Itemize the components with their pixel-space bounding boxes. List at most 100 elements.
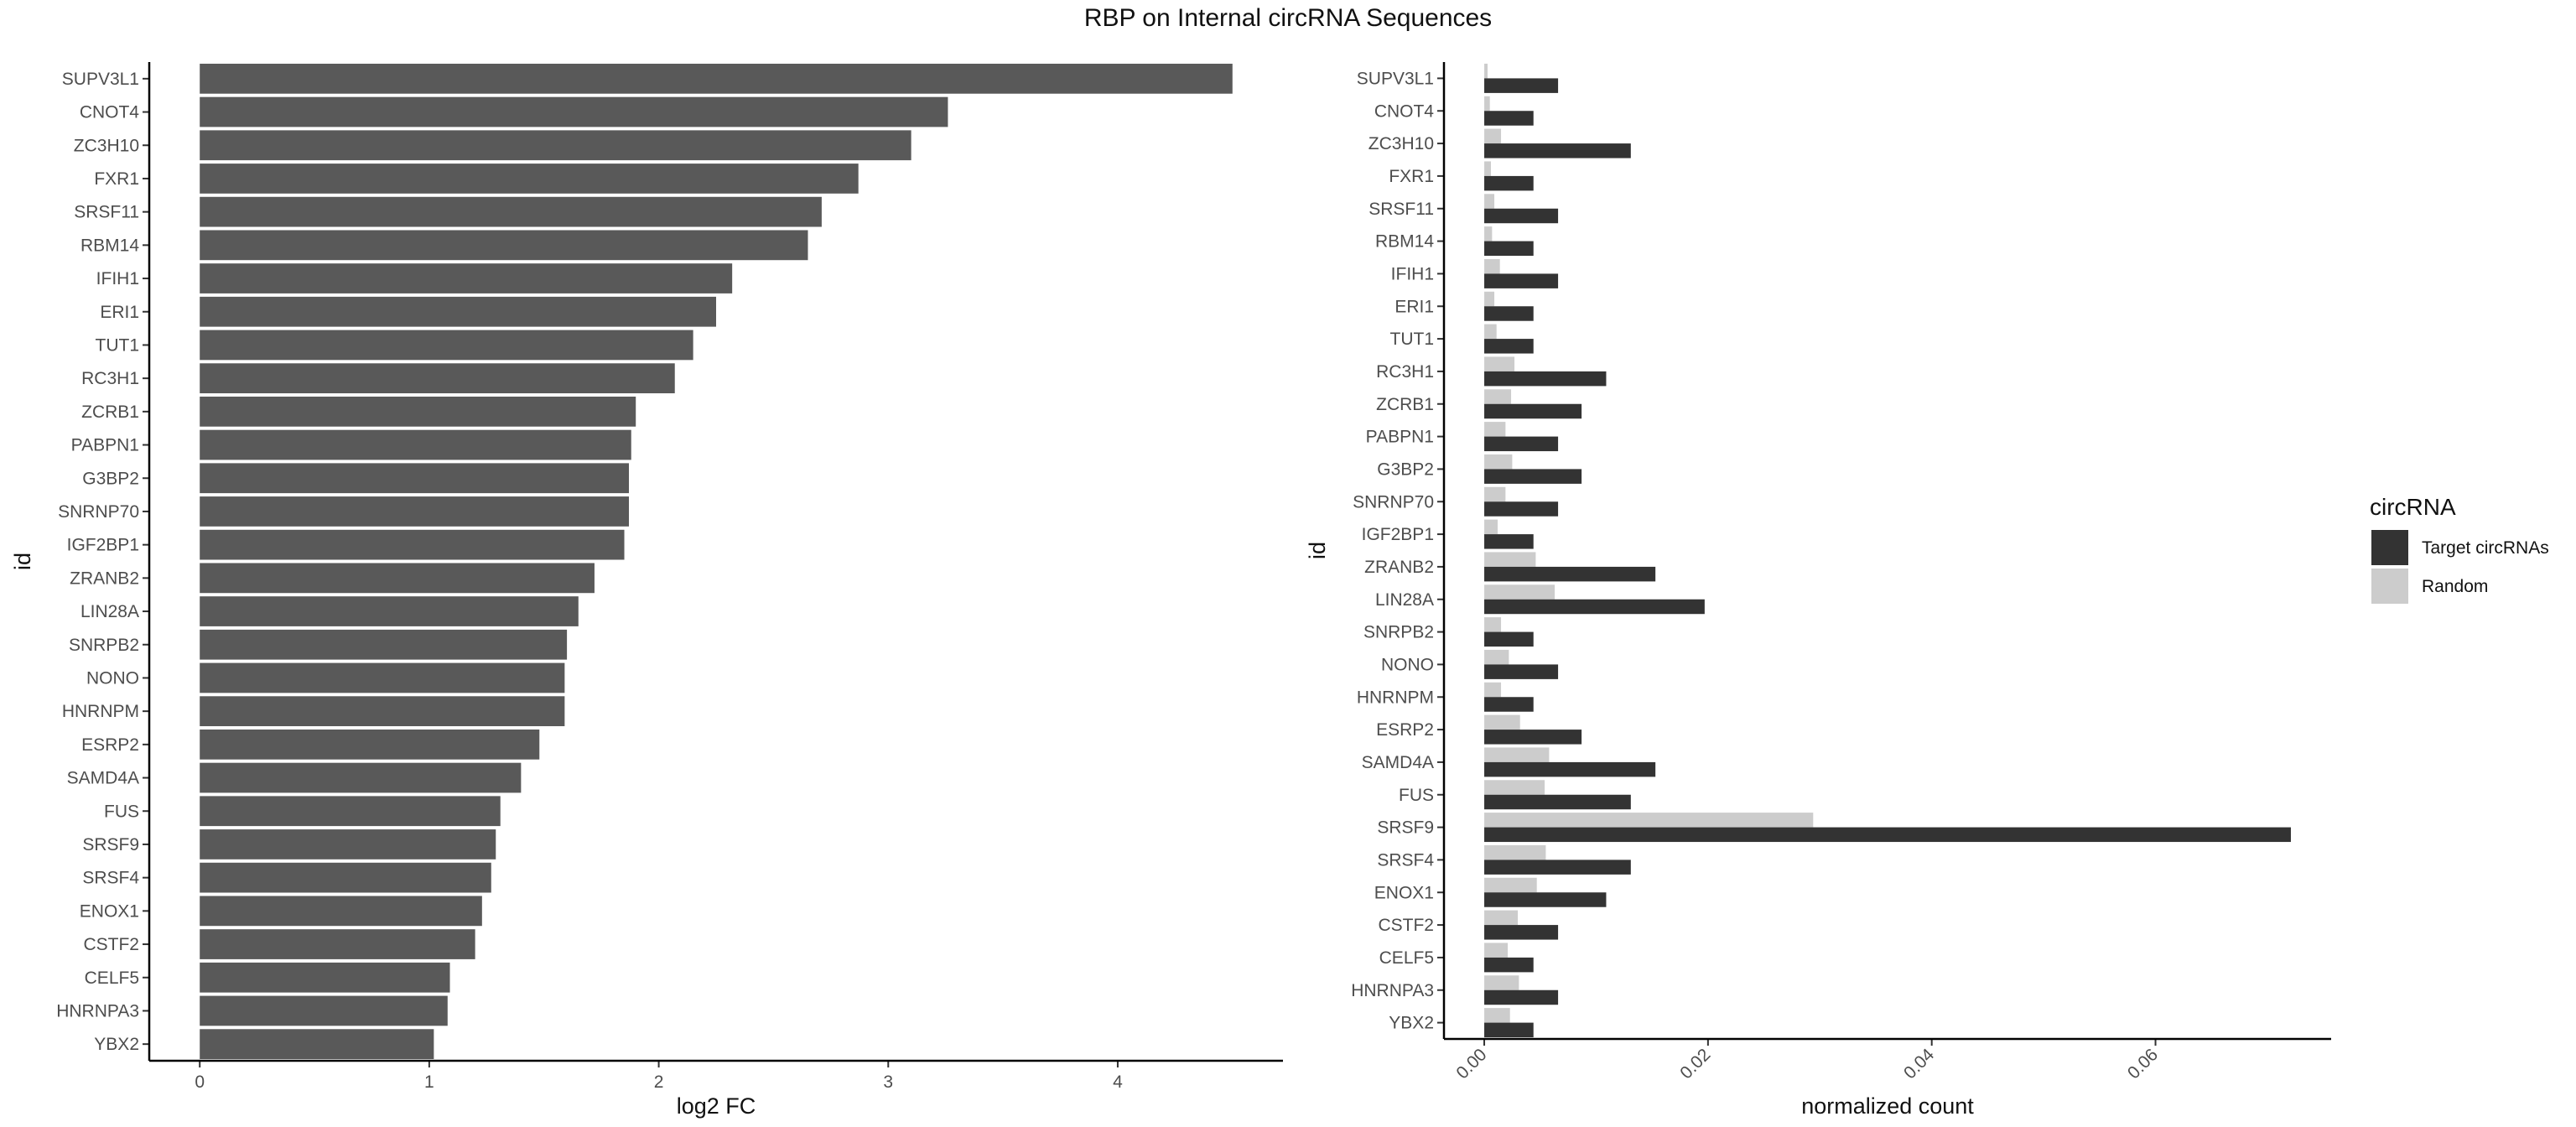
x-tick-label: 0.02	[1676, 1045, 1714, 1083]
y-tick-label: YBX2	[94, 1035, 139, 1054]
y-tick-label: ERI1	[100, 303, 139, 322]
y-tick-label: TUT1	[1390, 330, 1435, 349]
y-tick-label: FXR1	[94, 169, 139, 189]
y-tick-label: ZCRB1	[1376, 395, 1434, 414]
bar-rbm14	[200, 230, 808, 261]
x-tick-label: 4	[1113, 1072, 1123, 1092]
y-tick-label: SNRNP70	[58, 502, 139, 522]
y-tick-label: FUS	[104, 802, 139, 821]
x-axis-title: log2 FC	[677, 1093, 756, 1119]
legend-label-random: Random	[2422, 577, 2488, 596]
bar-random-zranb2	[1484, 552, 1536, 567]
y-tick-label: YBX2	[1389, 1014, 1434, 1033]
bar-snrpb2	[200, 629, 568, 660]
bar-random-samd4a	[1484, 747, 1550, 762]
bar-target-zcrb1	[1484, 403, 1582, 419]
bar-target-tut1	[1484, 339, 1534, 354]
bar-random-supv3l1	[1484, 63, 1488, 79]
bar-celf5	[200, 962, 450, 993]
bar-random-zc3h10	[1484, 128, 1502, 144]
y-tick-label: HNRNPM	[1357, 688, 1434, 707]
y-tick-label: HNRNPA3	[56, 1001, 139, 1021]
y-tick-label: RBM14	[1375, 232, 1434, 252]
y-tick-label: ESRP2	[81, 735, 139, 755]
y-axis-title: id	[10, 553, 35, 570]
y-tick-label: FXR1	[1389, 167, 1434, 186]
y-tick-label: HNRNPA3	[1351, 981, 1434, 1000]
y-tick-label: SUPV3L1	[62, 70, 139, 89]
bar-target-cstf2	[1484, 925, 1559, 940]
y-tick-label: SNRNP70	[1353, 492, 1434, 512]
y-tick-label: PABPN1	[1366, 428, 1434, 447]
bar-random-hnrnpa3	[1484, 975, 1519, 990]
y-axis-title: id	[1305, 542, 1330, 559]
bar-target-zc3h10	[1484, 143, 1631, 158]
y-tick-label: ZC3H10	[74, 136, 139, 155]
y-tick-label: SRSF11	[1368, 200, 1434, 219]
bar-target-fus	[1484, 794, 1631, 810]
bar-random-snrpb2	[1484, 617, 1502, 632]
legend: circRNA Target circRNAs Random	[2370, 494, 2549, 604]
bar-target-zranb2	[1484, 566, 1656, 582]
bar-random-fxr1	[1484, 161, 1492, 176]
bar-g3bp2	[200, 463, 630, 494]
x-tick-label: 0.00	[1452, 1045, 1490, 1083]
bar-ifih1	[200, 263, 733, 293]
x-tick-label: 3	[883, 1072, 893, 1092]
y-tick-label: CNOT4	[1374, 101, 1434, 121]
y-tick-label: LIN28A	[1375, 590, 1434, 610]
bar-target-igf2bp1	[1484, 534, 1534, 549]
y-tick-label: SAMD4A	[67, 769, 139, 788]
bar-random-srsf4	[1484, 844, 1546, 860]
y-tick-label: RC3H1	[81, 369, 139, 388]
y-tick-label: SRSF4	[82, 869, 139, 888]
y-tick-label: IGF2BP1	[1362, 525, 1434, 544]
bar-samd4a	[200, 762, 522, 793]
bar-fus	[200, 796, 501, 827]
bar-random-cstf2	[1484, 910, 1519, 926]
legend-swatch-random	[2371, 569, 2408, 604]
bar-zc3h10	[200, 130, 911, 161]
y-tick-label: ZRANB2	[70, 569, 139, 588]
bar-target-rbm14	[1484, 241, 1534, 257]
left-panel: SUPV3L1 CNOT4 ZC3H10 FXR1 SRSF11 RBM14 IFIH1 ER…	[10, 62, 1283, 1119]
bar-target-snrnp70	[1484, 501, 1559, 517]
y-tick-label: LIN28A	[80, 602, 139, 621]
bar-target-fxr1	[1484, 175, 1534, 191]
bar-random-snrnp70	[1484, 486, 1506, 502]
y-tick-label: CELF5	[85, 969, 139, 988]
y-tick-label: SNRPB2	[1363, 623, 1434, 642]
y-tick-label: ZCRB1	[81, 402, 139, 422]
y-tick-label: CSTF2	[83, 935, 139, 954]
y-tick-label: NONO	[1381, 655, 1434, 674]
y-tick-label: TUT1	[96, 335, 140, 355]
bar-target-esrp2	[1484, 730, 1582, 745]
bar-target-cnot4	[1484, 111, 1534, 126]
bar-random-eri1	[1484, 291, 1495, 307]
x-axis-title: normalized count	[1801, 1093, 1974, 1119]
bar-target-celf5	[1484, 957, 1534, 973]
bar-esrp2	[200, 729, 540, 760]
chart-title: RBP on Internal circRNA Sequences	[1083, 4, 1493, 32]
x-tick-label: 0.04	[1900, 1045, 1938, 1083]
bar-random-pabpn1	[1484, 422, 1506, 437]
y-tick-label: RC3H1	[1376, 362, 1434, 382]
bar-random-esrp2	[1484, 714, 1520, 730]
bar-target-hnrnpa3	[1484, 989, 1559, 1005]
bar-lin28a	[200, 596, 579, 626]
y-tick-label: PABPN1	[71, 436, 139, 455]
y-tick-label: IFIH1	[1391, 264, 1434, 283]
x-tick-label: 0	[195, 1072, 205, 1092]
bar-hnrnpm	[200, 696, 565, 727]
bar-zranb2	[200, 563, 595, 594]
legend-title: circRNA	[2370, 494, 2456, 520]
bar-target-enox1	[1484, 892, 1607, 907]
bar-random-tut1	[1484, 324, 1497, 340]
bar-target-eri1	[1484, 306, 1534, 321]
bar-target-srsf11	[1484, 208, 1559, 224]
bar-random-srsf11	[1484, 194, 1495, 209]
bar-random-rbm14	[1484, 226, 1493, 242]
y-tick-label: ENOX1	[80, 901, 139, 921]
bar-target-lin28a	[1484, 599, 1705, 615]
bar-random-celf5	[1484, 943, 1509, 958]
